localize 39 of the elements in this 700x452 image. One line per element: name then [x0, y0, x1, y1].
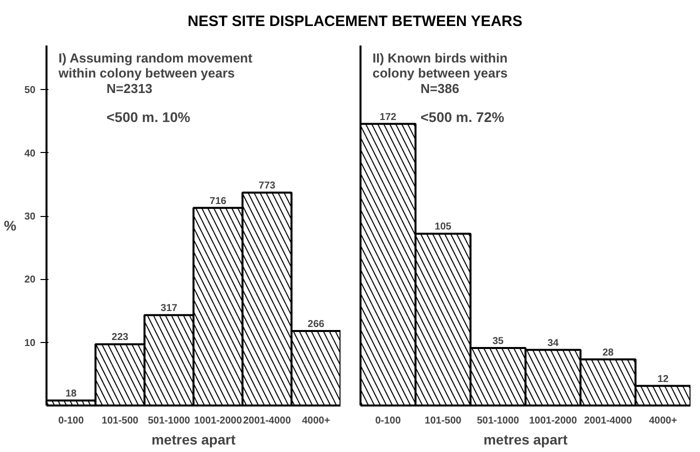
annotation: <500 m. 10%: [106, 109, 191, 126]
x-tick-label: 0-100: [375, 416, 402, 426]
chart-title: NEST SITE DISPLACEMENT BETWEEN YEARS: [188, 12, 522, 32]
x-tick-label: 2001-4000: [584, 416, 632, 426]
y-tick-label: 40: [24, 148, 36, 160]
x-tick-label: 4000+: [648, 416, 678, 426]
annotation: 34: [547, 338, 559, 349]
annotation: <500 m. 72%: [420, 109, 505, 126]
annotation: N=2313: [106, 80, 152, 96]
y-tick-label: 50: [24, 85, 36, 96]
annotation: N=386: [420, 80, 460, 96]
text: I) Assuming random movement within colony between years: [58, 50, 253, 81]
x-tick-label: 2001-4000: [243, 416, 292, 426]
x-tick-label: 4000+: [302, 416, 330, 426]
annotation: 12: [657, 374, 669, 385]
y-axis-title: %: [4, 218, 17, 234]
annotation: 773: [258, 180, 276, 192]
text: II) Known birds within colony between years: [372, 50, 508, 81]
y-tick-label: 20: [24, 274, 36, 286]
y-tick-label: 30: [24, 212, 36, 223]
annotation: 105: [434, 222, 452, 233]
x-tick-label: 1001-2000: [194, 416, 242, 426]
annotation: 18: [65, 388, 77, 400]
x-tick-label: 0-100: [58, 416, 84, 426]
annotation: 28: [602, 347, 614, 358]
annotation: 716: [210, 196, 227, 207]
y-tick-label: 10: [24, 338, 36, 349]
x-axis-title: metres apart: [483, 432, 568, 448]
annotation: 223: [112, 332, 129, 344]
x-tick-label: 501-1000: [148, 416, 191, 426]
x-tick-label: 1001-2000: [529, 416, 578, 426]
annotation: 317: [160, 303, 178, 314]
annotation: 35: [492, 336, 504, 348]
x-tick-label: 501-1000: [476, 416, 520, 426]
x-axis-title: metres apart: [151, 432, 236, 448]
x-tick-label: 101-500: [424, 416, 462, 426]
annotation: 172: [380, 112, 397, 123]
x-tick-label: 101-500: [102, 416, 139, 426]
annotation: 266: [308, 318, 325, 330]
